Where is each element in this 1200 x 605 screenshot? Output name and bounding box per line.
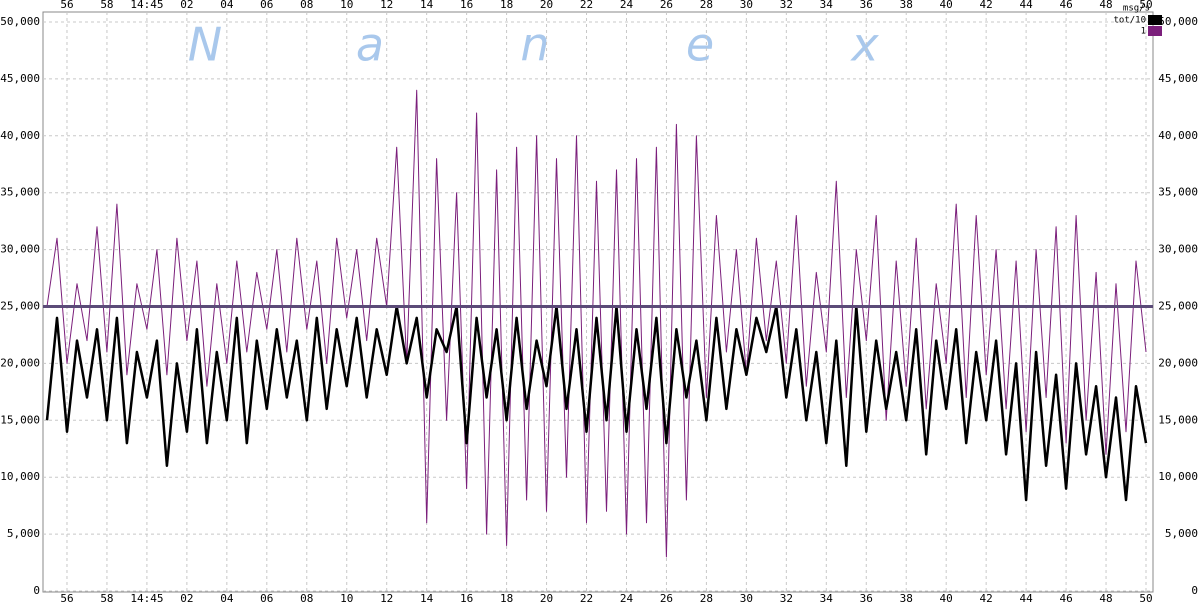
x-tick-label: 18 <box>500 592 513 605</box>
y2-tick-label: 15,000 <box>1158 413 1198 426</box>
x-tick-label-top: 02 <box>180 0 193 11</box>
x-tick-label: 14:45 <box>130 592 163 605</box>
x-tick-label: 56 <box>60 592 73 605</box>
x-tick-label-top: 28 <box>700 0 713 11</box>
x-tick-label-top: 26 <box>660 0 673 11</box>
x-tick-label-top: 56 <box>60 0 73 11</box>
x-tick-label-top: 20 <box>540 0 553 11</box>
y2-tick-label: 5,000 <box>1165 527 1198 540</box>
x-tick-label-top: 36 <box>860 0 873 11</box>
x-tick-label-top: 42 <box>980 0 993 11</box>
watermark-letter: a <box>356 18 384 72</box>
x-tick-label: 38 <box>900 592 913 605</box>
x-tick-label: 02 <box>180 592 193 605</box>
legend-label: 1 <box>1141 27 1146 37</box>
plot-frame <box>42 11 1154 593</box>
x-tick-label: 40 <box>940 592 953 605</box>
x-tick-label-top: 16 <box>460 0 473 11</box>
y2-tick-label: 30,000 <box>1158 243 1198 256</box>
x-tick-label: 12 <box>380 592 393 605</box>
watermark-letter: n <box>520 18 549 72</box>
x-tick-label: 32 <box>780 592 793 605</box>
legend-swatch <box>1148 15 1162 25</box>
watermark-letter: e <box>686 18 714 72</box>
x-tick-label: 44 <box>1019 592 1033 605</box>
y-tick-label: 25,000 <box>0 300 40 313</box>
y-tick-label: 5,000 <box>7 527 40 540</box>
x-tick-label-top: 10 <box>340 0 353 11</box>
x-tick-label-top: 50 <box>1139 0 1152 11</box>
x-tick-label: 20 <box>540 592 553 605</box>
x-tick-label-top: 48 <box>1099 0 1112 11</box>
y2-tick-label: 50,000 <box>1158 15 1198 28</box>
x-tick-label: 36 <box>860 592 873 605</box>
x-tick-label: 50 <box>1139 592 1152 605</box>
x-tick-label-top: 18 <box>500 0 513 11</box>
x-tick-label-top: 38 <box>900 0 913 11</box>
y-tick-label: 0 <box>33 584 40 597</box>
y-tick-label: 15,000 <box>0 413 40 426</box>
y2-tick-label: 10,000 <box>1158 470 1198 483</box>
x-tick-label-top: 32 <box>780 0 793 11</box>
x-tick-label-top: 14 <box>420 0 434 11</box>
x-tick-label-top: 58 <box>100 0 113 11</box>
x-tick-label: 04 <box>220 592 234 605</box>
x-tick-label: 26 <box>660 592 673 605</box>
legend-swatch <box>1148 26 1162 36</box>
series-line <box>45 305 1148 502</box>
x-tick-label-top: 06 <box>260 0 273 11</box>
x-tick-label: 48 <box>1099 592 1112 605</box>
x-tick-label-top: 14:45 <box>130 0 163 11</box>
watermark-letter: N <box>188 18 222 72</box>
x-tick-label: 46 <box>1059 592 1072 605</box>
x-tick-label: 22 <box>580 592 593 605</box>
x-tick-label-top: 04 <box>220 0 234 11</box>
y-tick-label: 35,000 <box>0 186 40 199</box>
x-tick-label: 10 <box>340 592 353 605</box>
y-tick-label: 10,000 <box>0 470 40 483</box>
y-tick-label: 45,000 <box>0 72 40 85</box>
y-tick-label: 30,000 <box>0 243 40 256</box>
x-tick-label-top: 24 <box>620 0 634 11</box>
series-line <box>46 89 1147 558</box>
y2-tick-label: 25,000 <box>1158 300 1198 313</box>
x-tick-label: 28 <box>700 592 713 605</box>
x-tick-label-top: 08 <box>300 0 313 11</box>
legend-label: tot/10 <box>1113 16 1146 26</box>
x-tick-label: 34 <box>820 592 834 605</box>
y-tick-label: 20,000 <box>0 356 40 369</box>
y-tick-label: 50,000 <box>0 15 40 28</box>
x-tick-label: 08 <box>300 592 313 605</box>
y-unit: msg/s <box>1123 4 1150 14</box>
x-tick-label: 06 <box>260 592 273 605</box>
x-tick-label: 42 <box>980 592 993 605</box>
x-tick-label: 58 <box>100 592 113 605</box>
x-tick-label: 14 <box>420 592 434 605</box>
watermark-letter: x <box>849 18 879 72</box>
y2-tick-label: 45,000 <box>1158 72 1198 85</box>
x-tick-label-top: 22 <box>580 0 593 11</box>
x-tick-label: 16 <box>460 592 473 605</box>
x-tick-label: 24 <box>620 592 634 605</box>
y2-tick-label: 35,000 <box>1158 186 1198 199</box>
x-tick-label-top: 44 <box>1019 0 1033 11</box>
y2-tick-label: 40,000 <box>1158 129 1198 142</box>
x-tick-label-top: 34 <box>820 0 834 11</box>
x-tick-label: 30 <box>740 592 753 605</box>
y2-tick-label: 20,000 <box>1158 356 1198 369</box>
x-tick-label-top: 30 <box>740 0 753 11</box>
x-tick-label-top: 46 <box>1059 0 1072 11</box>
y-tick-label: 40,000 <box>0 129 40 142</box>
x-tick-label-top: 12 <box>380 0 393 11</box>
x-tick-label-top: 40 <box>940 0 953 11</box>
y2-tick-label: 0 <box>1191 584 1198 597</box>
